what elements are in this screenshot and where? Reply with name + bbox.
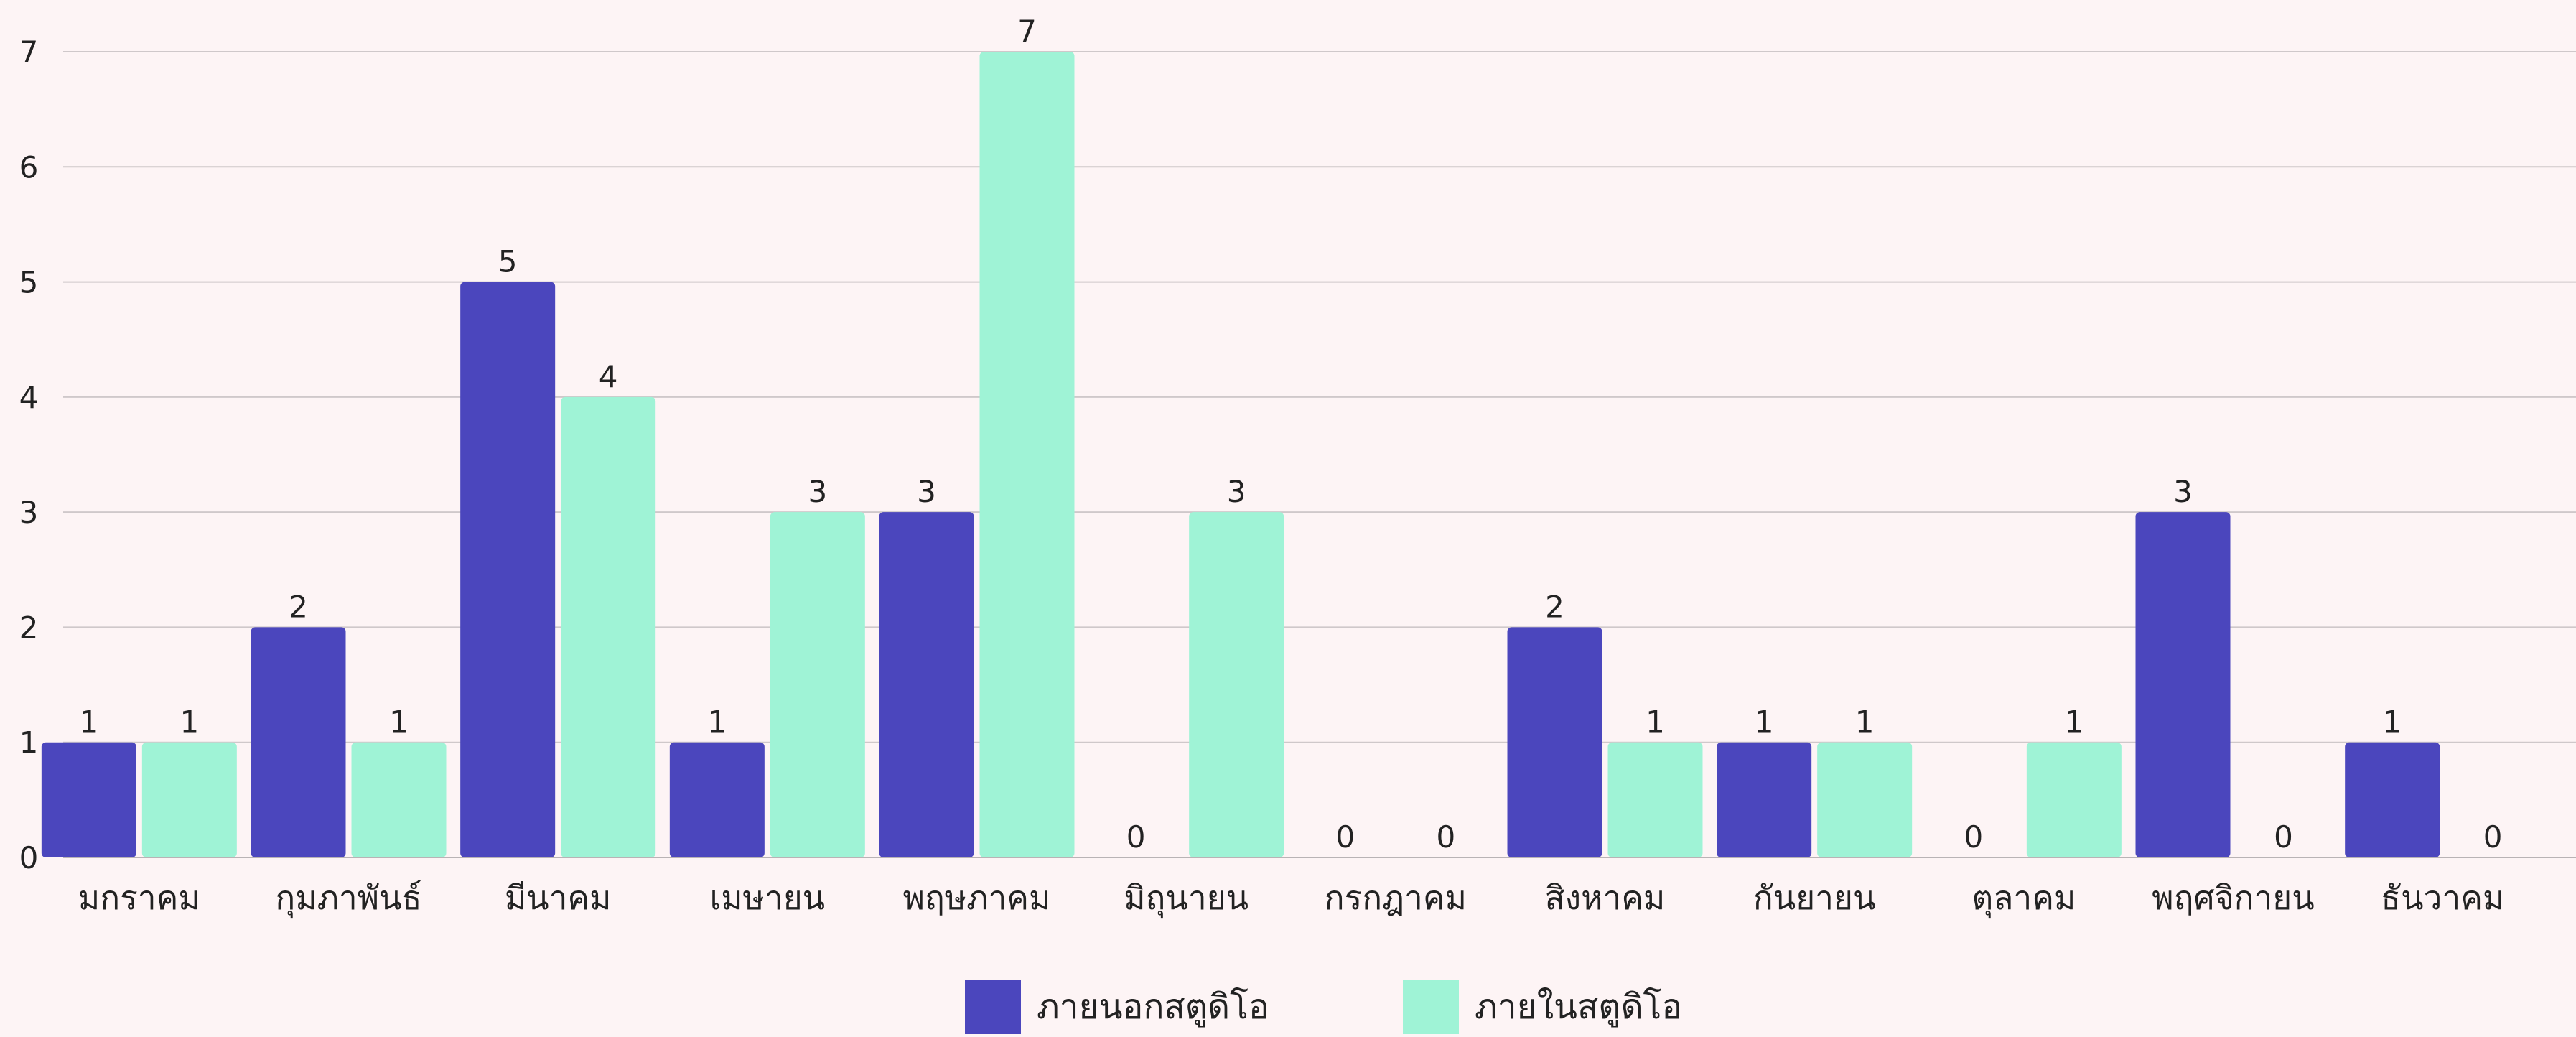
bar xyxy=(251,627,346,857)
legend-label: ภายในสตูดิโอ xyxy=(1475,987,1682,1028)
y-tick-label: 4 xyxy=(19,380,39,415)
bars xyxy=(41,52,2440,858)
data-label: 1 xyxy=(2064,704,2083,740)
data-label: 0 xyxy=(1126,819,1146,855)
bar xyxy=(879,512,974,857)
data-label: 4 xyxy=(599,359,618,394)
y-tick-label: 2 xyxy=(19,610,39,645)
bar xyxy=(1607,742,1703,857)
bar xyxy=(141,742,237,857)
y-tick-label: 0 xyxy=(19,840,39,875)
x-tick-label: กุมภาพันธ์ xyxy=(275,878,421,919)
bar xyxy=(2345,742,2440,857)
bar xyxy=(770,512,865,857)
data-label: 0 xyxy=(2274,819,2293,855)
legend-swatch xyxy=(1403,980,1459,1036)
x-axis-ticks: มกราคม กุมภาพันธ์ มีนาคม เมษายน พฤษภาคม มิถุน… xyxy=(78,878,2504,919)
x-tick-label: ตุลาคม xyxy=(1971,878,2076,919)
x-tick-label: พฤศจิกายน xyxy=(2152,878,2314,917)
x-tick-label: พฤษภาคม xyxy=(903,878,1051,917)
data-labels: 1 1 2 1 5 4 1 3 3 7 0 3 0 0 2 1 1 1 0 1 3 0 1 0 xyxy=(79,14,2502,855)
x-tick-label: กรกฎาคม xyxy=(1325,878,1467,917)
x-tick-label: มกราคม xyxy=(78,878,200,917)
data-label: 1 xyxy=(389,704,409,740)
data-label: 0 xyxy=(2483,819,2503,855)
data-label: 1 xyxy=(1855,704,1875,740)
data-label: 1 xyxy=(179,704,199,740)
bar xyxy=(2135,512,2231,857)
bar xyxy=(1189,512,1284,857)
bar xyxy=(41,742,136,857)
y-tick-label: 3 xyxy=(19,495,39,530)
bar xyxy=(979,52,1075,857)
data-label: 2 xyxy=(1545,589,1564,624)
data-label: 2 xyxy=(289,589,308,624)
x-tick-label: มิถุนายน xyxy=(1124,878,1249,919)
legend-label: ภายนอกสตูดิโอ xyxy=(1037,987,1269,1028)
x-tick-label: มีนาคม xyxy=(505,878,612,917)
bar xyxy=(460,282,556,858)
data-label: 5 xyxy=(498,244,518,279)
data-label: 1 xyxy=(2383,704,2402,740)
y-tick-label: 1 xyxy=(19,725,39,761)
x-tick-label: กันยายน xyxy=(1753,878,1875,917)
data-label: 3 xyxy=(808,474,827,509)
bar xyxy=(1817,742,1913,857)
y-tick-label: 6 xyxy=(19,149,39,185)
legend-swatch xyxy=(965,980,1021,1036)
data-label: 1 xyxy=(1646,704,1665,740)
legend: ภายนอกสตูดิโอ ภายในสตูดิโอ xyxy=(965,980,1682,1036)
bar xyxy=(351,742,447,857)
data-label: 1 xyxy=(79,704,98,740)
data-label: 1 xyxy=(1755,704,1774,740)
x-tick-label: สิงหาคม xyxy=(1545,878,1666,917)
data-label: 7 xyxy=(1017,14,1037,49)
y-tick-label: 7 xyxy=(19,34,39,70)
data-label: 0 xyxy=(1964,819,1983,855)
data-label: 3 xyxy=(1227,474,1246,509)
bar xyxy=(1507,627,1602,857)
x-tick-label: ธันวาคม xyxy=(2381,878,2504,917)
data-label: 0 xyxy=(1335,819,1355,855)
data-label: 3 xyxy=(2173,474,2193,509)
bar xyxy=(669,742,765,857)
x-tick-label: เมษายน xyxy=(710,878,826,917)
data-label: 3 xyxy=(917,474,936,509)
bar xyxy=(561,396,656,857)
data-label: 1 xyxy=(707,704,727,740)
bar xyxy=(1717,742,1812,857)
y-axis-ticks: 0 1 2 3 4 5 6 7 xyxy=(19,34,39,875)
bar xyxy=(2026,742,2122,857)
data-label: 0 xyxy=(1436,819,1455,855)
y-tick-label: 5 xyxy=(19,265,39,300)
